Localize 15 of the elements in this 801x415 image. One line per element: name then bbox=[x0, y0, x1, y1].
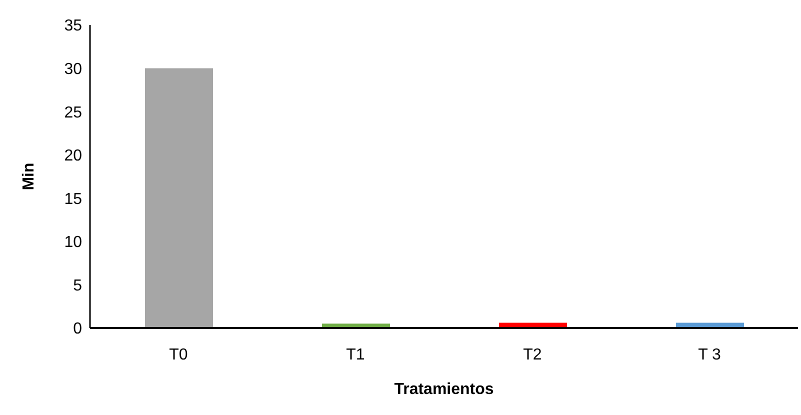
x-tick-label: T2 bbox=[523, 346, 542, 364]
x-axis-title: Tratamientos bbox=[394, 381, 494, 398]
y-tick-label: 30 bbox=[64, 60, 82, 78]
y-tick-label: 5 bbox=[73, 277, 82, 294]
y-tick-label: 0 bbox=[73, 320, 82, 338]
y-tick-label: 25 bbox=[64, 104, 82, 122]
x-tick-label: T1 bbox=[346, 346, 365, 364]
y-tick-label: 15 bbox=[64, 190, 82, 208]
y-tick-label: 35 bbox=[64, 18, 82, 35]
y-tick-label: 20 bbox=[64, 148, 82, 165]
y-tick-label: 10 bbox=[64, 234, 82, 252]
y-axis-title: Min bbox=[20, 162, 38, 190]
bar bbox=[145, 68, 213, 328]
x-tick-label: T0 bbox=[169, 346, 188, 364]
x-tick-label: T 3 bbox=[698, 346, 722, 364]
